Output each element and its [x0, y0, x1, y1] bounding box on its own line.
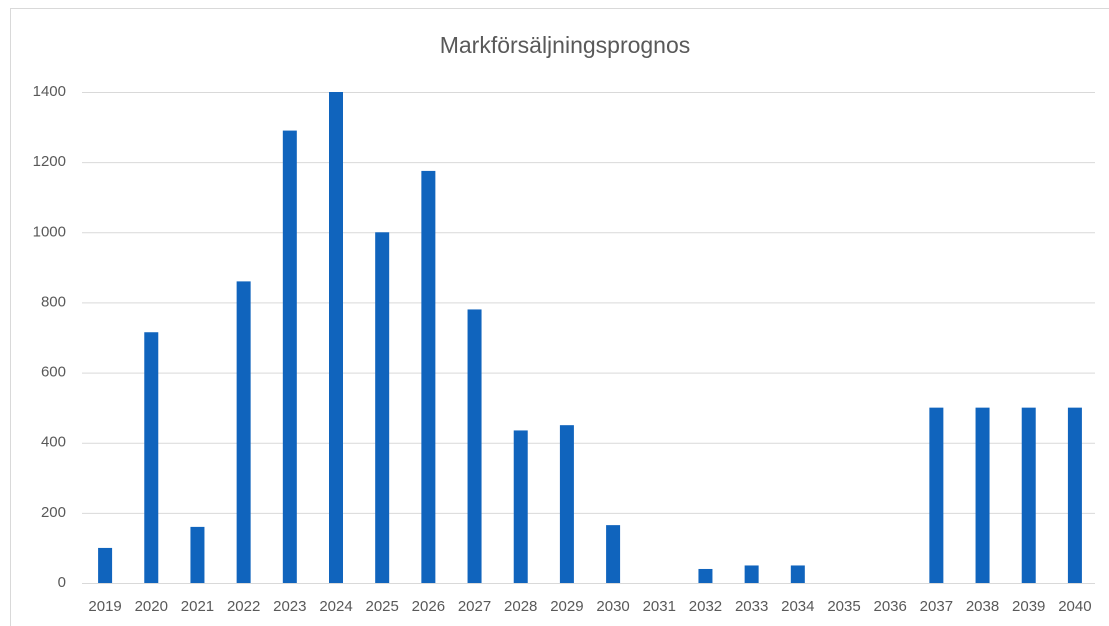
- bar: [790, 565, 805, 583]
- y-tick-label: 400: [41, 434, 66, 451]
- bar: [236, 281, 251, 583]
- bar: [929, 407, 944, 583]
- x-tick-label: 2019: [88, 598, 121, 615]
- bar: [375, 232, 390, 584]
- x-tick-label: 2030: [596, 598, 629, 615]
- x-tick-label: 2038: [966, 598, 999, 615]
- x-tick-label: 2033: [735, 598, 768, 615]
- x-tick-label: 2032: [689, 598, 722, 615]
- x-tick-label: 2029: [550, 598, 583, 615]
- bar: [744, 565, 759, 583]
- bar: [144, 332, 159, 583]
- x-tick-label: 2026: [412, 598, 445, 615]
- y-tick-label: 1000: [33, 223, 66, 240]
- bar: [559, 425, 574, 583]
- y-tick-label: 0: [58, 574, 66, 591]
- bar: [467, 309, 482, 583]
- x-tick-label: 2040: [1058, 598, 1091, 615]
- bar: [282, 130, 297, 584]
- bar: [421, 170, 436, 584]
- bar: [606, 525, 621, 583]
- bar: [975, 407, 990, 583]
- x-tick-label: 2025: [365, 598, 398, 615]
- bar: [190, 526, 205, 583]
- x-tick-label: 2039: [1012, 598, 1045, 615]
- x-tick-label: 2021: [181, 598, 214, 615]
- bar: [513, 430, 528, 583]
- bar: [1067, 407, 1082, 583]
- bar: [1021, 407, 1036, 583]
- x-tick-label: 2031: [643, 598, 676, 615]
- x-tick-label: 2036: [873, 598, 906, 615]
- bar: [98, 547, 113, 583]
- y-tick-label: 800: [41, 293, 66, 310]
- y-tick-label: 1400: [33, 83, 66, 100]
- bar: [329, 92, 343, 583]
- x-tick-label: 2037: [920, 598, 953, 615]
- x-tick-label: 2020: [135, 598, 168, 615]
- x-tick-label: 2023: [273, 598, 306, 615]
- chart-frame: [10, 8, 1109, 626]
- chart-title: Markförsäljningsprognos: [440, 32, 691, 58]
- bar: [698, 568, 713, 583]
- x-tick-label: 2034: [781, 598, 814, 615]
- y-tick-label: 200: [41, 504, 66, 521]
- x-tick-label: 2022: [227, 598, 260, 615]
- x-tick-label: 2027: [458, 598, 491, 615]
- y-tick-label: 600: [41, 364, 66, 381]
- x-tick-label: 2035: [827, 598, 860, 615]
- y-tick-label: 1200: [33, 153, 66, 170]
- x-tick-label: 2024: [319, 598, 352, 615]
- x-tick-label: 2028: [504, 598, 537, 615]
